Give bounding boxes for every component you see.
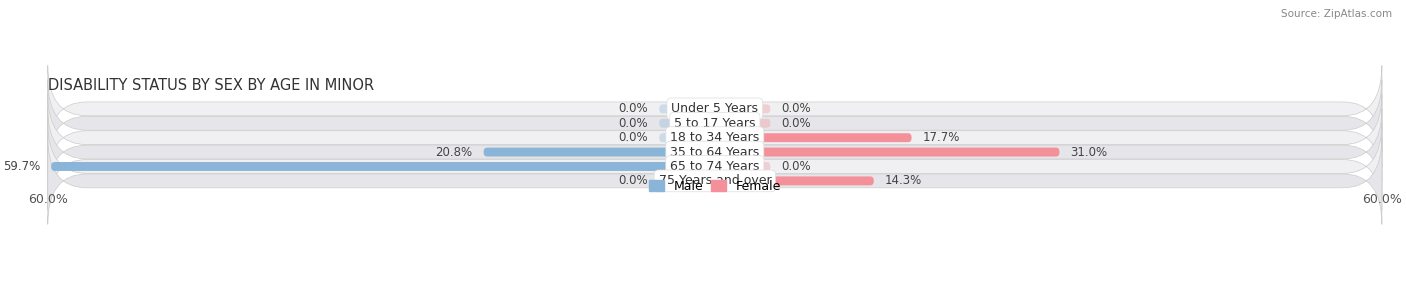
Text: 35 to 64 Years: 35 to 64 Years <box>671 145 759 159</box>
FancyBboxPatch shape <box>48 94 1382 181</box>
Text: 0.0%: 0.0% <box>782 102 811 115</box>
FancyBboxPatch shape <box>48 123 1382 210</box>
Text: 14.3%: 14.3% <box>884 174 922 187</box>
Text: 0.0%: 0.0% <box>782 160 811 173</box>
Text: 0.0%: 0.0% <box>619 174 648 187</box>
FancyBboxPatch shape <box>714 133 911 142</box>
FancyBboxPatch shape <box>659 133 714 142</box>
FancyBboxPatch shape <box>714 119 770 128</box>
FancyBboxPatch shape <box>51 162 714 171</box>
FancyBboxPatch shape <box>659 119 714 128</box>
FancyBboxPatch shape <box>714 176 873 185</box>
Text: 65 to 74 Years: 65 to 74 Years <box>671 160 759 173</box>
Text: Source: ZipAtlas.com: Source: ZipAtlas.com <box>1281 9 1392 19</box>
Text: 18 to 34 Years: 18 to 34 Years <box>671 131 759 144</box>
FancyBboxPatch shape <box>48 137 1382 224</box>
Text: 5 to 17 Years: 5 to 17 Years <box>673 117 755 130</box>
FancyBboxPatch shape <box>714 148 1060 156</box>
Text: 20.8%: 20.8% <box>436 145 472 159</box>
FancyBboxPatch shape <box>48 65 1382 152</box>
Text: 0.0%: 0.0% <box>619 117 648 130</box>
Text: 0.0%: 0.0% <box>782 117 811 130</box>
FancyBboxPatch shape <box>484 148 714 156</box>
Text: 0.0%: 0.0% <box>619 131 648 144</box>
FancyBboxPatch shape <box>48 109 1382 196</box>
Text: Under 5 Years: Under 5 Years <box>671 102 758 115</box>
Text: 59.7%: 59.7% <box>3 160 39 173</box>
FancyBboxPatch shape <box>659 104 714 113</box>
Text: 17.7%: 17.7% <box>922 131 960 144</box>
Text: DISABILITY STATUS BY SEX BY AGE IN MINOR: DISABILITY STATUS BY SEX BY AGE IN MINOR <box>48 78 374 93</box>
Legend: Male, Female: Male, Female <box>644 175 786 198</box>
FancyBboxPatch shape <box>714 162 770 171</box>
FancyBboxPatch shape <box>659 176 714 185</box>
FancyBboxPatch shape <box>714 104 770 113</box>
Text: 0.0%: 0.0% <box>619 102 648 115</box>
Text: 31.0%: 31.0% <box>1070 145 1108 159</box>
Text: 75 Years and over: 75 Years and over <box>658 174 770 187</box>
FancyBboxPatch shape <box>48 80 1382 167</box>
